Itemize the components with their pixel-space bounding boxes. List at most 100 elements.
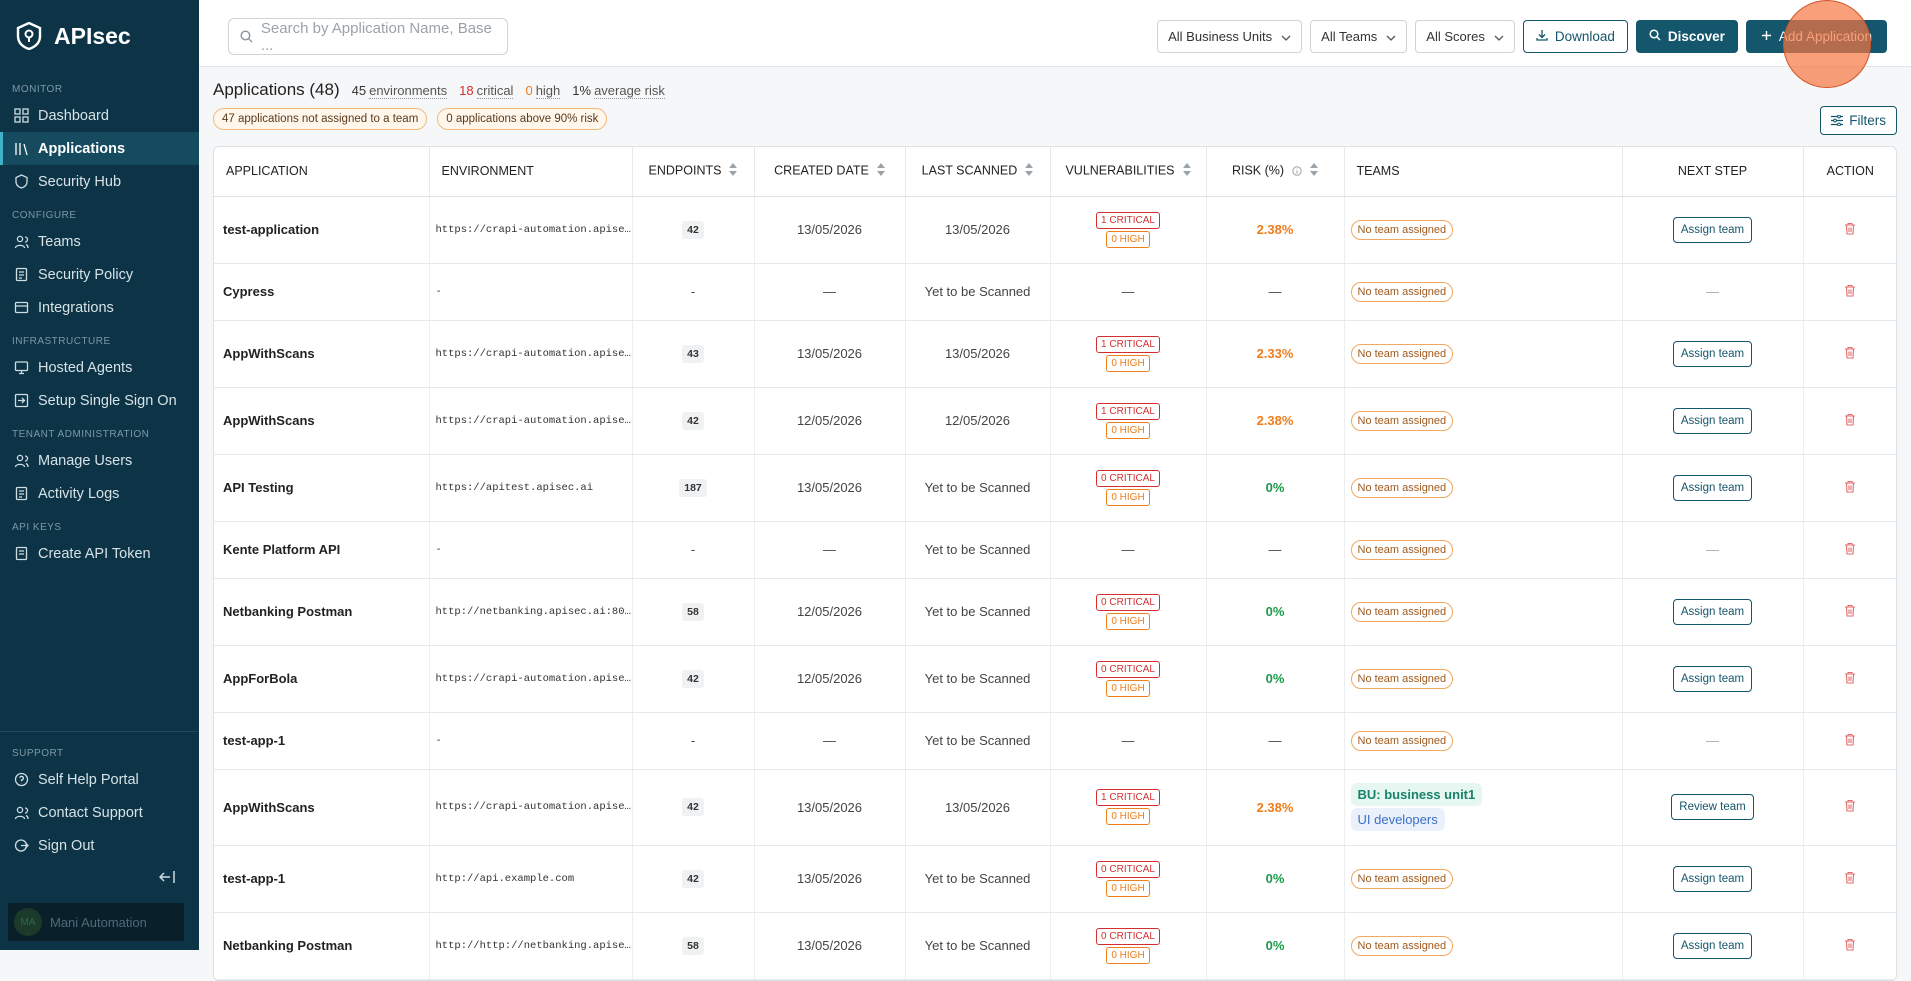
nav-item[interactable]: Hosted Agents: [0, 351, 199, 384]
summary-badge: 0 applications above 90% risk: [437, 108, 608, 130]
teams-cell: No team assigned: [1344, 578, 1623, 646]
last-scanned: Yet to be Scanned: [905, 454, 1051, 522]
endpoints: -: [690, 284, 696, 299]
next-step-cell: Assign team: [1622, 578, 1804, 646]
risk: —: [1268, 284, 1282, 299]
table-row: test-app-1 http://api.example.com 42 13/05/…: [214, 845, 1896, 913]
delete-button[interactable]: [1844, 799, 1856, 815]
vulnerability-badge: 1 CRITICAL: [1096, 211, 1160, 229]
column-header[interactable]: ENDPOINTS: [632, 147, 755, 197]
delete-button[interactable]: [1844, 871, 1856, 887]
nav-icon: [15, 143, 28, 156]
filters-button[interactable]: Filters: [1820, 106, 1897, 135]
nav-icon: [15, 174, 28, 189]
environment: https://crapi-automation.apise…: [429, 769, 633, 846]
delete-button[interactable]: [1844, 542, 1856, 558]
header-button[interactable]: Discover: [1635, 20, 1738, 53]
nav-icon: [14, 454, 29, 468]
column-header[interactable]: LAST SCANNED: [905, 147, 1051, 197]
collapse-button[interactable]: [159, 870, 175, 884]
next-step[interactable]: Assign team: [1672, 598, 1753, 625]
teams-cell: No team assigned: [1344, 521, 1623, 579]
nav-item[interactable]: Create API Token: [0, 537, 199, 570]
last-scanned: Yet to be Scanned: [905, 845, 1051, 913]
next-step[interactable]: Assign team: [1672, 932, 1753, 959]
vulnerabilities-cell: —: [1050, 521, 1207, 579]
next-step[interactable]: Assign team: [1672, 665, 1753, 692]
nav-item[interactable]: Integrations: [0, 291, 199, 324]
column-header[interactable]: VULNERABILITIES: [1050, 147, 1207, 197]
vulnerability-badge: 0 HIGH: [1106, 612, 1150, 630]
stat-label: average risk: [594, 83, 665, 99]
endpoints-cell: 43: [632, 320, 755, 388]
filter-dropdown[interactable]: All Teams: [1310, 20, 1408, 53]
team-row: No team assigned: [1350, 477, 1616, 499]
nav-item[interactable]: Activity Logs: [0, 477, 199, 510]
delete-button[interactable]: [1844, 346, 1856, 362]
delete-button[interactable]: [1844, 284, 1856, 300]
next-step-cell: Assign team: [1622, 387, 1804, 455]
next-step[interactable]: Assign team: [1672, 407, 1753, 434]
next-step-cell: Assign team: [1622, 196, 1804, 264]
delete-button[interactable]: [1844, 413, 1856, 429]
vulnerabilities-cell: 1 CRITICAL 0 HIGH: [1050, 196, 1207, 264]
filter-dropdown[interactable]: All Business Units: [1157, 20, 1303, 53]
nav-label: Security Policy: [38, 266, 134, 283]
stat-label: environments: [369, 83, 448, 99]
endpoints: 187: [679, 478, 707, 497]
nav-icon: [14, 772, 29, 787]
delete-button[interactable]: [1844, 733, 1856, 749]
next-step[interactable]: Assign team: [1672, 474, 1753, 501]
created-date: 12/05/2026: [754, 578, 906, 646]
header-button[interactable]: Add Application: [1745, 20, 1887, 53]
delete-button[interactable]: [1844, 604, 1856, 620]
search-box[interactable]: Search by Application Name, Base ...: [228, 18, 508, 55]
nav-label: Teams: [38, 233, 81, 250]
nav-item[interactable]: Dashboard: [0, 99, 199, 132]
nav-item[interactable]: Security Hub: [0, 165, 199, 198]
table-row: Kente Platform API - - — Yet to be Scanned — —…: [214, 521, 1896, 579]
risk-cell: 0%: [1206, 578, 1345, 646]
main: Search by Application Name, Base ... All…: [199, 0, 1911, 981]
nav-label: Dashboard: [38, 107, 109, 124]
next-step[interactable]: Assign team: [1672, 865, 1753, 892]
next-step[interactable]: Review team: [1671, 794, 1754, 820]
nav-item[interactable]: Sign Out: [0, 829, 199, 862]
dropdown-chevron: [1386, 29, 1396, 44]
stat-value: 0: [525, 83, 533, 98]
table-row: AppWithScans https://crapi-automation.api…: [214, 769, 1896, 846]
user-card[interactable]: MA Mani Automation: [8, 903, 184, 941]
nav-item[interactable]: Self Help Portal: [0, 763, 199, 796]
endpoints-cell: 42: [632, 769, 755, 846]
nav-item[interactable]: Security Policy: [0, 258, 199, 291]
delete-button[interactable]: [1844, 480, 1856, 496]
app-name: test-app-1: [214, 712, 430, 770]
column-label: NEXT STEP: [1677, 164, 1748, 179]
risk-cell: 0%: [1206, 454, 1345, 522]
header-button[interactable]: Download: [1522, 20, 1628, 53]
vulnerability-badge: 0 HIGH: [1106, 808, 1150, 825]
column-header[interactable]: RISK (%): [1206, 147, 1345, 197]
next-step[interactable]: Assign team: [1672, 216, 1753, 243]
nav-item[interactable]: Setup Single Sign On: [0, 384, 199, 417]
next-step[interactable]: Assign team: [1672, 340, 1753, 367]
team-row: No team assigned: [1350, 219, 1616, 241]
action-cell: [1803, 578, 1896, 646]
delete-button[interactable]: [1844, 938, 1856, 954]
delete-button[interactable]: [1844, 222, 1856, 238]
endpoints-cell: 42: [632, 645, 755, 713]
delete-button[interactable]: [1844, 671, 1856, 687]
nav-item[interactable]: Manage Users: [0, 444, 199, 477]
teams-cell: No team assigned: [1344, 387, 1623, 455]
filter-dropdown[interactable]: All Scores: [1415, 20, 1515, 53]
table-row: Cypress - - — Yet to be Scanned — — No team ass…: [214, 263, 1896, 321]
stat-label: high: [535, 83, 561, 99]
nav-item[interactable]: Applications: [0, 132, 199, 165]
column-header: NEXT STEP: [1622, 147, 1804, 197]
user-name: Mani Automation: [50, 914, 147, 930]
nav-item[interactable]: Teams: [0, 225, 199, 258]
endpoints: -: [690, 542, 696, 557]
environment: https://crapi-automation.apise…: [429, 320, 633, 388]
nav-item[interactable]: Contact Support: [0, 796, 199, 829]
column-header[interactable]: CREATED DATE: [754, 147, 906, 197]
